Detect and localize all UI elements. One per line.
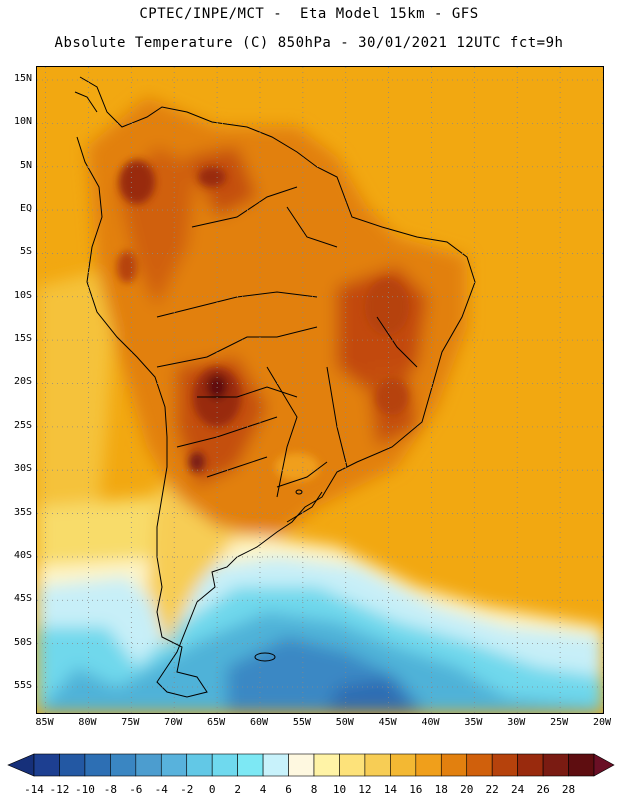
lat-tick-label: 45S [13,593,32,605]
colorbar-tick-label: -14 [24,783,44,796]
temperature-field [37,67,603,713]
colorbar-swatch [59,753,86,777]
lat-tick-label: 55S [13,679,32,691]
lon-tick-label: 50W [335,717,354,728]
lat-tick-label: 50S [13,636,32,648]
colorbar-swatch [84,753,111,777]
colorbar-tick-label: 14 [383,783,397,796]
lon-tick-label: 25W [550,717,569,728]
colorbar-tick-label: 6 [285,783,292,796]
colorbar-swatch [339,753,366,777]
colorbar-tick-label: 20 [460,783,474,796]
lon-tick-label: 65W [207,717,226,728]
colorbar-tick-label: -10 [74,783,95,796]
colorbar-swatch [262,753,289,777]
map-canvas [37,67,603,713]
colorbar-swatch [542,753,569,777]
colorbar-swatch [237,753,264,777]
lon-tick-label: 45W [378,717,397,728]
colorbar-swatch [390,753,417,777]
colorbar-tick-label: 10 [332,783,347,796]
lat-tick-label: 5S [19,246,32,258]
lon-tick-label: 30W [507,717,526,728]
lat-tick-label: 15S [13,333,32,345]
lon-tick-label: 60W [249,717,268,728]
colorbar-tick-label: 26 [536,783,550,796]
colorbar-tick-label: 18 [434,783,448,796]
lon-tick-label: 40W [421,717,440,728]
chart-title-line2: Absolute Temperature (C) 850hPa - 30/01/… [54,35,564,51]
colorbar-swatch [466,753,493,777]
colorbar-tick-label: 12 [358,783,372,796]
lon-tick-label: 20W [592,717,612,728]
lat-tick-label: 40S [13,549,32,561]
colorbar-tick-label: -6 [129,783,143,796]
colorbar-swatch [211,753,238,777]
colorbar-tick-label: -4 [154,783,168,796]
lon-tick-label: 35W [464,717,483,728]
chart-title-line1: CPTEC/INPE/MCT - Eta Model 15km - GFS [139,6,479,22]
colorbar-swatch [313,753,340,777]
colorbar-tick-label: 2 [234,783,241,796]
lon-tick-label: 70W [164,717,183,728]
lat-tick-label: 10N [13,116,32,128]
colorbar [7,753,615,777]
colorbar-swatch [415,753,442,777]
lat-tick-label: 15N [13,73,32,84]
colorbar-swatch [288,753,315,777]
lat-tick-label: 25S [13,419,32,431]
colorbar-tick-label: -2 [180,783,194,796]
colorbar-swatch [160,753,188,777]
colorbar-swatch [440,753,468,777]
colorbar-swatch [568,753,595,777]
colorbar-tick-label: -12 [49,783,70,796]
lon-tick-label: 80W [78,717,97,728]
lon-tick-label: 55W [292,717,311,728]
colorbar-over-arrow [593,753,615,777]
lat-tick-label: 35S [13,506,32,518]
colorbar-swatch [135,753,162,777]
colorbar-swatch [364,753,391,777]
colorbar-tick-label: 8 [310,783,318,796]
colorbar-swatch [110,753,137,777]
colorbar-swatch [33,753,60,777]
lat-tick-label: 10S [13,289,32,301]
lon-tick-label: 85W [35,717,54,728]
colorbar-tick-label: 4 [259,783,267,796]
lon-tick-label: 75W [121,717,140,728]
colorbar-swatch [186,753,213,777]
colorbar-tick-label: 24 [511,783,525,796]
temperature-map [36,66,604,714]
colorbar-swatch [491,753,518,777]
colorbar-tick-label: 28 [561,783,576,796]
colorbar-under-arrow [7,753,35,777]
coastlines-borders [74,76,476,698]
colorbar-tick-label: -8 [103,783,117,796]
colorbar-swatch [517,753,544,777]
lat-tick-label: 5N [19,159,32,171]
colorbar-tick-label: 0 [208,783,216,796]
lat-tick-label: 30S [13,463,32,475]
colorbar-tick-label: 22 [485,783,499,796]
lat-tick-label: EQ [19,203,32,215]
lat-tick-label: 20S [13,376,32,388]
colorbar-tick-label: 16 [409,783,423,796]
